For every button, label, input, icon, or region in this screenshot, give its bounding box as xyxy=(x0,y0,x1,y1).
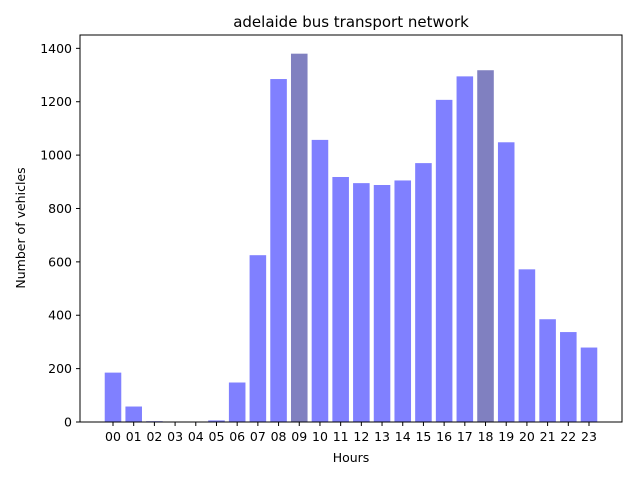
x-tick-label-23: 23 xyxy=(581,429,597,444)
chart-title: adelaide bus transport network xyxy=(233,13,469,31)
x-tick-label-16: 16 xyxy=(436,429,452,444)
y-axis-label: Number of vehicles xyxy=(13,167,28,288)
bar-12 xyxy=(353,183,370,422)
bar-21 xyxy=(539,319,556,422)
y-tick-label-1400: 1400 xyxy=(40,41,72,56)
bar-09 xyxy=(290,53,308,423)
x-tick-label-20: 20 xyxy=(519,429,535,444)
x-tick-label-15: 15 xyxy=(415,429,431,444)
bar-07 xyxy=(249,255,267,422)
plot-frame xyxy=(79,34,623,423)
x-tick-label-11: 11 xyxy=(333,429,349,444)
x-tick-label-07: 07 xyxy=(250,429,266,444)
x-tick-label-05: 05 xyxy=(209,429,225,444)
x-tick-label-13: 13 xyxy=(374,429,390,444)
x-tick-label-19: 19 xyxy=(498,429,514,444)
y-tick-label-0: 0 xyxy=(64,415,72,430)
x-tick-label-08: 08 xyxy=(271,429,287,444)
bar-13 xyxy=(373,185,391,422)
x-tick-label-21: 21 xyxy=(540,429,556,444)
bar-05 xyxy=(208,420,225,422)
x-tick-label-09: 09 xyxy=(291,429,307,444)
x-axis-label: Hours xyxy=(333,450,370,465)
y-axis: 0 200 400 600 800 1000 1200 1400 xyxy=(40,41,80,430)
x-tick-label-03: 03 xyxy=(167,429,183,444)
bar-19 xyxy=(497,142,515,423)
bar-08 xyxy=(270,79,287,422)
x-tick-label-18: 18 xyxy=(478,429,494,444)
x-tick-label-04: 04 xyxy=(188,429,204,444)
x-tick-label-12: 12 xyxy=(353,429,369,444)
y-tick-label-400: 400 xyxy=(48,308,72,323)
bar-23 xyxy=(580,347,598,422)
bar-00 xyxy=(104,372,122,422)
bar-15 xyxy=(415,163,432,423)
x-tick-label-00: 00 xyxy=(105,429,121,444)
bar-22 xyxy=(560,332,577,422)
y-tick-label-1000: 1000 xyxy=(40,148,72,163)
y-tick-label-1200: 1200 xyxy=(40,94,72,109)
bars xyxy=(104,53,598,423)
x-tick-label-22: 22 xyxy=(560,429,576,444)
bar-20 xyxy=(518,269,536,422)
x-axis: 00 01 02 03 04 05 06 07 08 09 10 11 12 13 14 15 16 17 18 19… xyxy=(105,422,597,444)
bar-11 xyxy=(332,176,349,422)
bar-01 xyxy=(125,406,142,422)
bar-10 xyxy=(311,139,329,422)
y-tick-label-600: 600 xyxy=(48,254,72,269)
x-tick-label-14: 14 xyxy=(395,429,411,444)
bar-14 xyxy=(394,180,412,422)
bar-18 xyxy=(477,70,494,422)
bar-17 xyxy=(456,76,474,423)
y-tick-label-800: 800 xyxy=(48,201,72,216)
x-tick-label-10: 10 xyxy=(312,429,328,444)
x-tick-label-01: 01 xyxy=(126,429,142,444)
x-tick-label-06: 06 xyxy=(229,429,245,444)
x-tick-label-02: 02 xyxy=(146,429,162,444)
x-tick-label-17: 17 xyxy=(457,429,473,444)
y-tick-label-200: 200 xyxy=(48,361,72,376)
bar-06 xyxy=(228,382,246,422)
bar-16 xyxy=(435,99,453,423)
